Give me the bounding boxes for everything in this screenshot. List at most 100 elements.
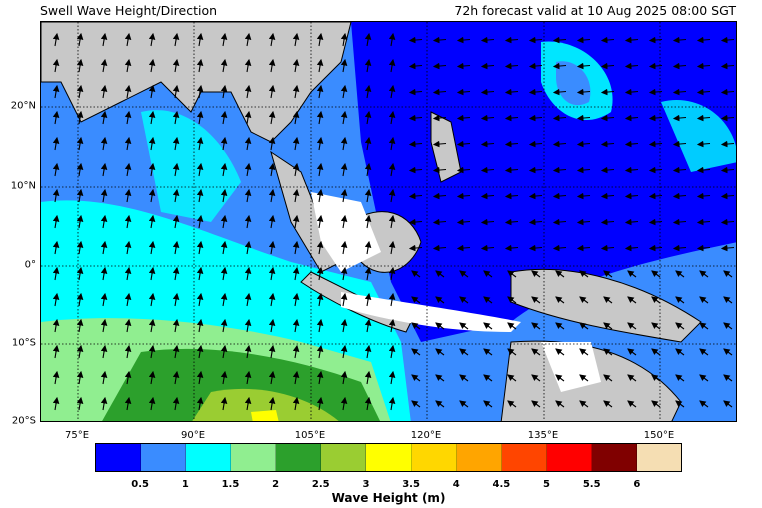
swell-arrow bbox=[340, 396, 348, 411]
colorbar-tick-label: 3 bbox=[362, 479, 370, 490]
swell-arrow bbox=[699, 270, 709, 278]
swell-arrow bbox=[52, 292, 60, 307]
swell-arrow bbox=[244, 318, 252, 333]
swell-arrow bbox=[675, 322, 685, 330]
swell-arrow bbox=[507, 296, 517, 304]
swell-arrow bbox=[579, 348, 589, 356]
swell-arrow bbox=[268, 344, 276, 359]
lon-label-75e: 75°E bbox=[64, 430, 90, 441]
lat-label-10s: 10°S bbox=[11, 337, 36, 349]
swell-arrow bbox=[292, 292, 300, 307]
swell-arrow bbox=[576, 218, 591, 226]
swell-arrow bbox=[124, 162, 132, 177]
colorbar-tick-label: 3.5 bbox=[402, 479, 420, 490]
swell-arrow bbox=[720, 62, 735, 70]
swell-arrow bbox=[172, 162, 180, 177]
lon-label-120e: 120°E bbox=[410, 430, 442, 441]
swell-arrow bbox=[459, 348, 469, 356]
swell-arrow bbox=[435, 400, 445, 408]
swell-arrow bbox=[627, 348, 637, 356]
swell-arrow bbox=[268, 266, 276, 281]
swell-arrow bbox=[316, 84, 324, 99]
colorbar-cell bbox=[96, 444, 142, 471]
swell-arrow bbox=[52, 110, 60, 125]
swell-arrow bbox=[220, 110, 228, 125]
swell-arrow bbox=[292, 162, 300, 177]
swell-arrow bbox=[480, 114, 495, 122]
swell-arrow bbox=[507, 270, 517, 278]
swell-arrow bbox=[720, 218, 735, 226]
swell-arrow bbox=[52, 214, 60, 229]
colorbar-cell bbox=[546, 444, 592, 471]
swell-arrow bbox=[432, 114, 447, 122]
swell-arrow bbox=[432, 140, 447, 148]
swell-arrow bbox=[124, 266, 132, 281]
swell-arrow bbox=[624, 244, 639, 252]
swell-arrow bbox=[76, 266, 84, 281]
swell-arrow bbox=[76, 162, 84, 177]
swell-arrow bbox=[196, 240, 204, 255]
philippines bbox=[430, 111, 462, 183]
swell-arrow bbox=[340, 58, 348, 73]
swell-arrow bbox=[504, 244, 519, 252]
swell-arrow bbox=[459, 296, 469, 304]
swell-arrow bbox=[507, 400, 517, 408]
swell-arrow bbox=[432, 192, 447, 200]
swell-arrow bbox=[507, 348, 517, 356]
swell-arrow bbox=[148, 110, 156, 125]
swell-band-3-5m bbox=[251, 410, 279, 421]
swell-arrow bbox=[172, 58, 180, 73]
swell-arrow bbox=[172, 240, 180, 255]
swell-arrow bbox=[600, 192, 615, 200]
swell-arrow bbox=[316, 136, 324, 151]
swell-arrow bbox=[76, 396, 84, 411]
swell-arrow bbox=[576, 244, 591, 252]
swell-arrow bbox=[723, 322, 733, 330]
swell-arrow bbox=[100, 344, 108, 359]
swell-arrow bbox=[340, 344, 348, 359]
swell-arrow bbox=[528, 218, 543, 226]
swell-arrow bbox=[627, 400, 637, 408]
swell-arrow bbox=[720, 36, 735, 44]
swell-arrow bbox=[76, 84, 84, 99]
swell-arrow bbox=[408, 36, 423, 44]
swell-arrow bbox=[672, 192, 687, 200]
swell-direction-arrows bbox=[52, 32, 735, 411]
swell-arrow bbox=[408, 192, 423, 200]
swell-arrow bbox=[507, 374, 517, 382]
swell-arrow bbox=[292, 136, 300, 151]
colorbar-tick-label: 1.5 bbox=[221, 479, 240, 490]
swell-arrow bbox=[196, 214, 204, 229]
swell-arrow bbox=[531, 374, 541, 382]
lat-label-0: 0° bbox=[24, 259, 36, 271]
colorbar-cell bbox=[501, 444, 547, 471]
swell-arrow bbox=[432, 88, 447, 96]
swell-arrow bbox=[244, 266, 252, 281]
swell-arrow bbox=[292, 318, 300, 333]
graticule bbox=[41, 22, 736, 421]
swell-arrow bbox=[456, 218, 471, 226]
swell-arrow bbox=[480, 62, 495, 70]
swell-arrow bbox=[292, 266, 300, 281]
swell-arrow bbox=[100, 292, 108, 307]
pacific-low-swell bbox=[351, 22, 736, 342]
swell-arrow bbox=[648, 166, 663, 174]
swell-arrow bbox=[388, 162, 396, 177]
colorbar-cell bbox=[456, 444, 502, 471]
swell-arrow bbox=[244, 370, 252, 385]
swell-arrow bbox=[52, 188, 60, 203]
swell-arrow bbox=[244, 214, 252, 229]
swell-arrow bbox=[603, 296, 613, 304]
swell-arrow bbox=[100, 84, 108, 99]
swell-arrow bbox=[316, 396, 324, 411]
swell-arrow bbox=[555, 348, 565, 356]
swell-arrow bbox=[244, 188, 252, 203]
swell-arrow bbox=[100, 370, 108, 385]
swell-arrow bbox=[340, 240, 348, 255]
swell-arrow bbox=[528, 192, 543, 200]
swell-arrow bbox=[268, 396, 276, 411]
swell-arrow bbox=[528, 140, 543, 148]
swell-arrow bbox=[480, 166, 495, 174]
wave-map[interactable] bbox=[40, 21, 737, 422]
swell-arrow bbox=[316, 318, 324, 333]
